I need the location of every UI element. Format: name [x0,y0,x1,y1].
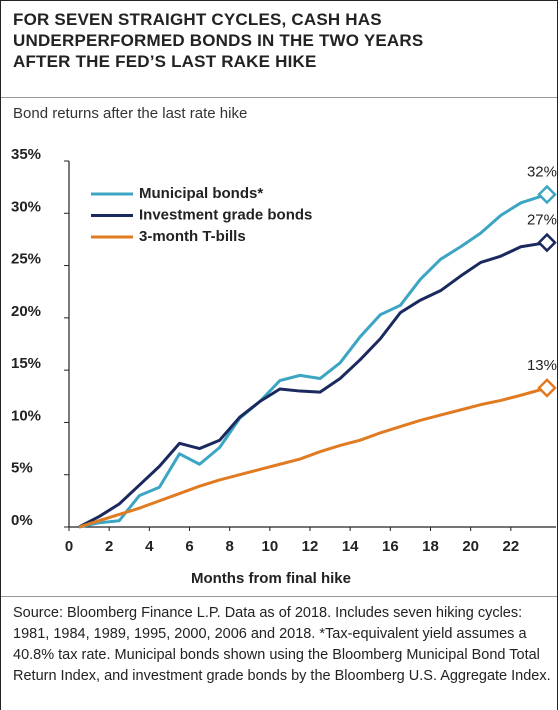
series-line [78,386,548,529]
legend-label: Municipal bonds* [139,185,263,202]
x-tick-label: 0 [65,538,73,555]
y-tick-label: 35% [11,146,41,163]
chart-title: FOR SEVEN STRAIGHT CYCLES, CASH HAS UNDE… [13,10,424,71]
x-tick-label: 4 [145,538,154,555]
y-tick-label: 25% [11,251,41,268]
source-note: Source: Bloomberg Finance L.P. Data as o… [13,605,551,684]
y-tick-label: 30% [11,198,41,215]
end-marker [537,378,557,398]
y-tick-label: 15% [11,355,41,372]
series-line [78,241,548,529]
end-marker [537,184,557,205]
x-tick-label: 18 [422,538,439,555]
x-tick-label: 8 [225,538,233,555]
divider [1,596,557,597]
x-tick-label: 14 [342,538,359,555]
y-tick-label: 20% [11,303,41,320]
chart: Months from final hike 0% 5% 10% 15% 20% 25% 3… [11,146,557,587]
x-tick-label: 22 [502,538,519,555]
end-label: 13% [527,357,557,374]
chart-subtitle: Bond returns after the last rate hike [13,105,248,122]
legend-label: Investment grade bonds [139,206,312,223]
x-tick-label: 20 [462,538,479,555]
x-tick-label: 2 [105,538,113,555]
end-marker [537,232,557,253]
x-tick-label: 6 [185,538,193,555]
x-tick-label: 12 [302,538,319,555]
legend-label: 3-month T-bills [139,228,246,245]
end-label: 32% [527,163,557,180]
x-tick-label: 10 [261,538,278,555]
x-axis-label: Months from final hike [191,570,351,587]
divider [1,97,557,98]
series-line [78,193,548,529]
y-tick-label: 10% [11,407,41,424]
x-tick-label: 16 [382,538,399,555]
y-tick-label: 0% [11,512,33,529]
y-tick-label: 5% [11,460,33,477]
end-label: 27% [527,212,557,229]
